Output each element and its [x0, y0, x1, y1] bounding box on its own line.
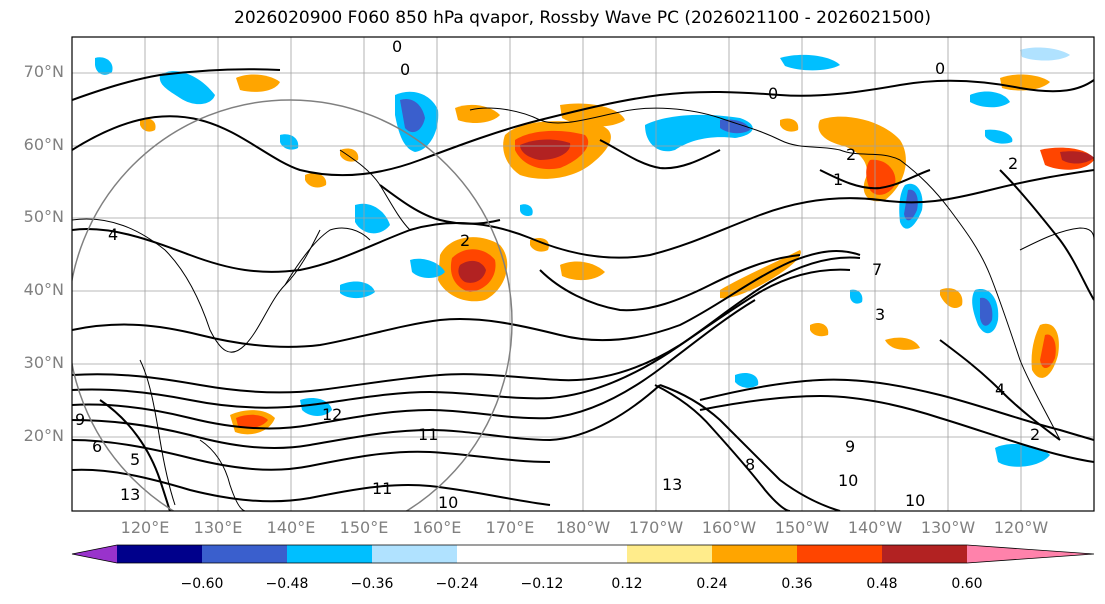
- colorbar-segment: [882, 545, 967, 563]
- colorbar-tick-label: −0.24: [435, 576, 479, 592]
- contour-label: 12: [322, 405, 342, 424]
- colorbar-tick-label: −0.60: [180, 576, 224, 592]
- lon-label: 130°E: [193, 518, 243, 537]
- contour-label: 10: [838, 471, 858, 490]
- lat-label: 50°N: [23, 207, 64, 226]
- contour-label: 0: [392, 37, 402, 56]
- colorbar-segment: [202, 545, 287, 563]
- contour-label: 9: [845, 437, 855, 456]
- lon-label: 180°W: [555, 518, 611, 537]
- colorbar-segment: [372, 545, 457, 563]
- colorbar-extend-high: [967, 545, 1094, 563]
- colorbar-tick-label: 0.24: [696, 576, 728, 592]
- map-frame: [71, 36, 1095, 512]
- contour-label: 7: [872, 260, 882, 279]
- graticule: [72, 37, 1094, 511]
- contour-label: 5: [130, 450, 140, 469]
- lat-label: 70°N: [23, 62, 64, 81]
- lon-label: 120°E: [120, 518, 170, 537]
- lon-label: 160°E: [412, 518, 462, 537]
- colorbar-segment: [287, 545, 372, 563]
- colorbar: [71, 544, 1095, 564]
- lon-label: 150°E: [339, 518, 389, 537]
- colorbar-tick-label: −0.12: [520, 576, 564, 592]
- contour-label: 6: [92, 437, 102, 456]
- colorbar-tick-label: 0.48: [866, 576, 898, 592]
- lon-label: 170°W: [628, 518, 684, 537]
- contour-label: 0: [768, 84, 778, 103]
- colorbar-segment: [117, 545, 202, 563]
- lat-label: 20°N: [23, 426, 64, 445]
- colorbar-segment: [457, 545, 542, 563]
- lon-label: 170°E: [485, 518, 535, 537]
- colorbar-tick-label: −0.48: [265, 576, 309, 592]
- contour-label: 11: [372, 479, 392, 498]
- lon-label: 120°W: [993, 518, 1049, 537]
- contour-label: 10: [438, 493, 458, 512]
- lat-label: 30°N: [23, 353, 64, 372]
- lon-label: 140°W: [847, 518, 903, 537]
- contour-label: 2: [846, 145, 856, 164]
- colorbar-tick-label: −0.36: [350, 576, 394, 592]
- contour-label: 13: [662, 475, 682, 494]
- contour-label: 2: [1030, 425, 1040, 444]
- colorbar-extend-low: [72, 545, 117, 563]
- reference-circle: [72, 99, 513, 511]
- colorbar-segment: [797, 545, 882, 563]
- lon-label: 140°E: [266, 518, 316, 537]
- colorbar-tick-label: 0.60: [951, 576, 983, 592]
- contour-label: 2: [460, 231, 470, 250]
- lon-label: 130°W: [920, 518, 976, 537]
- colorbar-segment: [627, 545, 712, 563]
- contour-label: 4: [108, 225, 118, 244]
- colorbar-segment: [712, 545, 797, 563]
- contour-label: 3: [875, 305, 885, 324]
- contour-label: 2: [1008, 154, 1018, 173]
- contour-label: 0: [935, 59, 945, 78]
- colorbar-tick-label: 0.12: [611, 576, 643, 592]
- map-title: 2026020900 F060 850 hPa qvapor, Rossby W…: [234, 8, 931, 28]
- colorbar-segment: [542, 545, 627, 563]
- contour-label: 9: [75, 410, 85, 429]
- colorbar-tick-label: 0.36: [781, 576, 813, 592]
- lon-label: 160°W: [701, 518, 757, 537]
- contour-label: 13: [120, 485, 140, 504]
- contour-label: 0: [400, 60, 410, 79]
- contour-label: 1: [833, 170, 843, 189]
- contour-label: 11: [418, 425, 438, 444]
- lat-label: 40°N: [23, 280, 64, 299]
- contour-label: 4: [995, 380, 1005, 399]
- contour-label: 8: [745, 455, 755, 474]
- lat-label: 60°N: [23, 135, 64, 154]
- qvapor-contours: [72, 68, 1094, 511]
- contour-label: 10: [905, 491, 925, 510]
- lon-label: 150°W: [774, 518, 830, 537]
- contour-labels: 0 0 0 0 1 2 2 2 2 3 4 4 5 6 7 8 9 9 10 1…: [75, 37, 1040, 512]
